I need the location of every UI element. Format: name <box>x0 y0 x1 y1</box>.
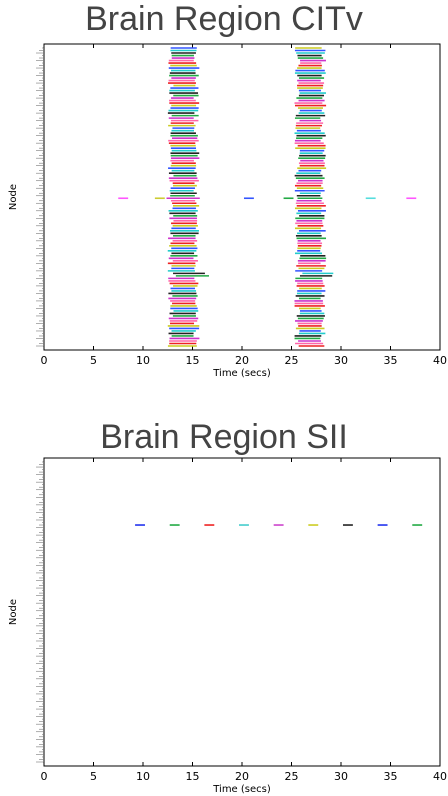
x-tick-label: 40 <box>433 354 447 367</box>
x-tick-label: 15 <box>186 770 200 783</box>
chart-title: Brain Region SII <box>100 418 348 456</box>
x-tick-label: 10 <box>136 770 150 783</box>
plot-frame <box>43 457 441 767</box>
x-tick-label: 15 <box>186 354 200 367</box>
x-tick-label: 20 <box>235 354 249 367</box>
x-tick-label: 0 <box>41 354 48 367</box>
x-tick-label: 30 <box>334 354 348 367</box>
raster-plot: 0 5 10 15 20 25 30 35 40 Time (secs) Node <box>8 43 447 379</box>
x-tick-label: 35 <box>384 354 398 367</box>
raster-plot: 0 5 10 15 20 25 30 35 40 Time (secs) Node <box>8 457 447 795</box>
y-axis-label: Node <box>8 599 19 625</box>
x-tick-label: 25 <box>285 770 299 783</box>
x-axis-label: Time (secs) <box>212 368 271 379</box>
chart-panel-citv: Brain Region CITv 0 5 10 15 20 25 30 35 40 Time (… <box>8 0 447 379</box>
x-tick-label: 10 <box>136 354 150 367</box>
x-tick-label: 30 <box>334 770 348 783</box>
chart-title: Brain Region CITv <box>85 0 363 38</box>
x-tick-label: 35 <box>384 770 398 783</box>
x-tick-label: 20 <box>235 770 249 783</box>
x-tick-label: 0 <box>41 770 48 783</box>
x-tick-label: 5 <box>90 770 97 783</box>
x-axis-label: Time (secs) <box>212 784 271 795</box>
x-tick-label: 40 <box>433 770 447 783</box>
x-tick-label: 5 <box>90 354 97 367</box>
y-axis-label: Node <box>8 184 19 210</box>
chart-panel-sii: Brain Region SII 0 5 10 15 20 25 30 35 40 Time (s… <box>0 412 448 796</box>
plot-frame <box>43 43 441 351</box>
x-tick-label: 25 <box>285 354 299 367</box>
